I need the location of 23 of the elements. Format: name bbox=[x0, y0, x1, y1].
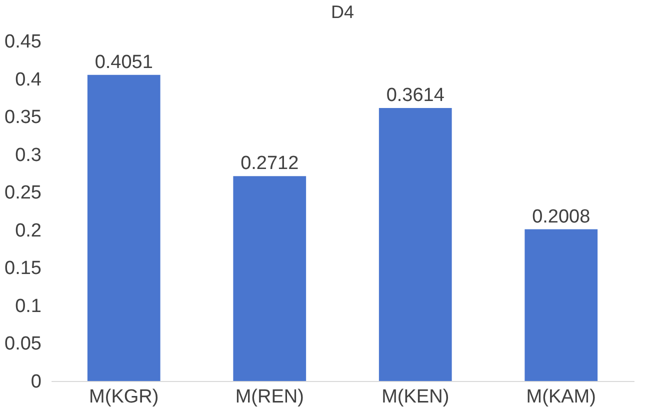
y-tick-label: 0.45 bbox=[4, 32, 42, 52]
data-label: 0.3614 bbox=[386, 84, 445, 106]
y-tick-label: 0.2 bbox=[15, 220, 42, 242]
y-tick-label: 0.05 bbox=[4, 334, 42, 355]
y-tick-label: 0.3 bbox=[15, 144, 42, 166]
x-tick-label: M(REN) bbox=[235, 386, 304, 408]
y-tick-label: 0.4 bbox=[15, 69, 42, 90]
bar bbox=[378, 108, 452, 381]
y-tick-label: 0.35 bbox=[4, 107, 42, 128]
data-label: 0.2712 bbox=[240, 153, 299, 174]
bar bbox=[87, 74, 160, 381]
data-label: 0.2008 bbox=[532, 206, 590, 228]
y-tick-label: 0.1 bbox=[15, 296, 42, 317]
x-tick-label: M(KGR) bbox=[89, 386, 159, 408]
x-tick-label: M(KEN) bbox=[382, 386, 450, 408]
y-tick-label: 0.15 bbox=[4, 258, 42, 280]
x-tick-label: M(KAM) bbox=[526, 386, 596, 408]
data-label: 0.4051 bbox=[94, 52, 153, 73]
bar bbox=[524, 229, 598, 381]
bar bbox=[233, 176, 306, 381]
y-tick-label: 0.25 bbox=[4, 182, 42, 204]
chart-title: D4 bbox=[330, 2, 354, 22]
y-tick-label: 0 bbox=[30, 372, 42, 392]
